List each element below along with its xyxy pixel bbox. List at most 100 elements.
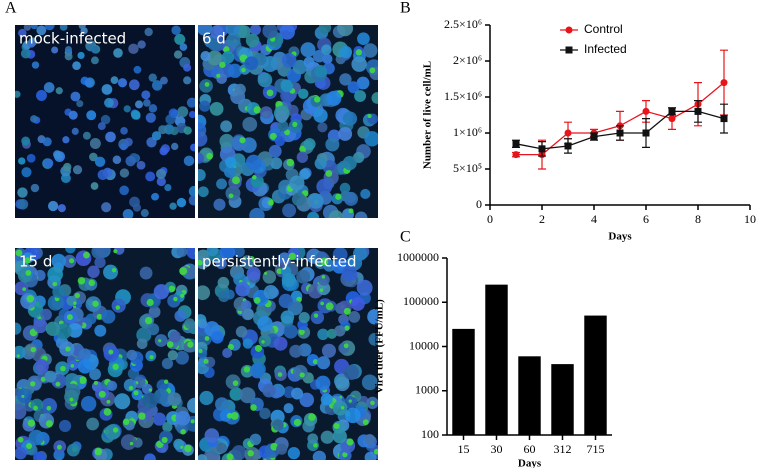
cell: [43, 158, 54, 168]
cell: [30, 115, 38, 123]
y-tick-label: 2.5×10⁶: [444, 17, 482, 31]
cell: [339, 73, 352, 86]
green-signal: [340, 406, 345, 410]
green-signal: [180, 445, 184, 449]
image-label: mock-infected: [19, 30, 126, 48]
marker: [694, 107, 702, 115]
x-axis-label: Days: [518, 458, 542, 468]
cell: [33, 318, 48, 334]
cell: [298, 312, 310, 324]
cell: [281, 53, 297, 68]
green-signal: [30, 346, 37, 353]
green-signal: [45, 420, 53, 428]
green-signal: [55, 381, 61, 387]
green-signal: [26, 443, 33, 450]
x-tick-label: 2: [539, 212, 545, 226]
cell: [87, 265, 100, 278]
cell: [30, 25, 38, 30]
micrograph: 15 d: [15, 248, 195, 460]
cell: [229, 387, 243, 401]
marker: [564, 129, 572, 137]
legend-marker: [565, 46, 573, 54]
cell: [101, 202, 112, 213]
cell: [64, 45, 73, 54]
cell: [136, 338, 148, 350]
cell: [123, 105, 131, 113]
cell: [354, 90, 367, 102]
cell: [168, 108, 179, 118]
x-tick-label: 10: [744, 212, 756, 226]
cell: [219, 409, 232, 422]
cell: [93, 248, 110, 258]
cell: [276, 443, 288, 455]
cell: [303, 56, 315, 68]
cell: [188, 110, 195, 119]
y-tick-label: 1.5×10⁶: [444, 89, 482, 103]
micrograph: persistently-infected: [198, 248, 378, 460]
cell: [289, 175, 305, 191]
green-signal: [232, 176, 240, 185]
cell: [36, 90, 47, 101]
cell: [59, 25, 68, 31]
cell: [31, 61, 40, 69]
cell: [173, 50, 183, 59]
cell: [51, 253, 67, 269]
green-signal: [26, 294, 35, 303]
cell: [47, 294, 64, 311]
cell: [120, 434, 137, 450]
green-signal: [103, 408, 112, 416]
cell: [89, 138, 101, 149]
cell: [122, 208, 134, 218]
cell: [105, 131, 116, 143]
cell: [33, 451, 46, 460]
cell: [17, 198, 29, 210]
green-signal: [198, 348, 203, 353]
cell: [94, 256, 106, 269]
cell: [220, 120, 233, 133]
cell: [152, 412, 166, 426]
cell: [334, 373, 350, 389]
cell: [114, 393, 131, 410]
green-signal: [96, 313, 103, 320]
green-signal: [325, 302, 334, 311]
y-tick-label: 10000: [409, 338, 439, 352]
green-signal: [264, 271, 268, 275]
cell: [216, 178, 227, 190]
cell: [279, 25, 295, 40]
cell: [316, 356, 331, 370]
cell: [129, 196, 140, 208]
cell: [80, 396, 97, 412]
cell: [68, 110, 78, 120]
green-signal: [113, 249, 118, 254]
cell: [321, 44, 332, 55]
cell: [42, 137, 52, 147]
legend-label: Infected: [584, 42, 627, 56]
cell: [143, 99, 151, 107]
cell: [36, 25, 47, 36]
legend-marker: [565, 26, 573, 34]
cell: [164, 183, 172, 192]
cell: [278, 293, 294, 309]
green-signal: [219, 61, 226, 68]
cell: [296, 151, 309, 163]
cell: [15, 403, 27, 420]
cell: [123, 378, 137, 392]
cell: [174, 33, 186, 45]
cell: [216, 442, 227, 454]
green-signal: [325, 170, 333, 177]
cell: [44, 370, 57, 383]
marker: [538, 145, 546, 153]
cell: [198, 318, 208, 329]
cell: [186, 97, 195, 108]
green-signal: [335, 193, 342, 200]
green-signal: [204, 82, 210, 87]
green-signal: [270, 442, 278, 451]
cell: [224, 165, 237, 178]
cell: [89, 152, 98, 162]
green-signal: [77, 276, 86, 285]
cell: [251, 361, 266, 377]
cell: [257, 316, 273, 332]
cell: [364, 131, 378, 147]
cell: [291, 192, 306, 207]
green-signal: [73, 301, 77, 305]
